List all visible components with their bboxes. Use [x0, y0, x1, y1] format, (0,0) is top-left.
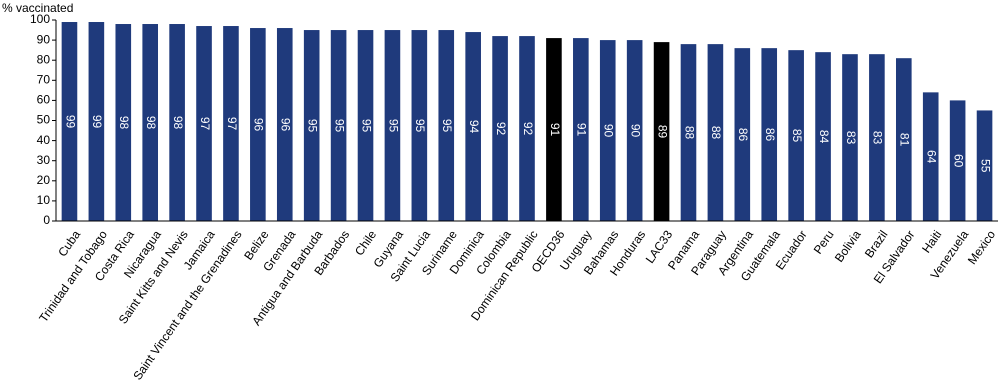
value-label: 86	[763, 128, 777, 142]
bar	[869, 54, 885, 221]
value-label: 83	[844, 131, 858, 145]
bar	[411, 30, 428, 221]
bar	[707, 44, 724, 222]
bar	[276, 28, 293, 221]
value-label: 92	[521, 122, 535, 136]
value-label: 99	[63, 115, 77, 129]
bar	[519, 36, 535, 221]
value-label: 91	[575, 123, 589, 137]
bar	[88, 22, 105, 222]
value-label: 85	[790, 129, 804, 143]
value-label: 91	[548, 123, 562, 137]
value-label: 89	[655, 125, 669, 139]
value-label: 86	[736, 128, 750, 142]
value-label: 97	[198, 117, 212, 131]
bar	[223, 26, 239, 222]
y-tick-label: 30	[37, 153, 51, 167]
x-tick-label: Bolivia	[832, 227, 864, 264]
value-label: 94	[467, 120, 481, 134]
value-label: 95	[332, 119, 346, 133]
bar	[250, 28, 266, 221]
y-axis-label: % vaccinated	[2, 1, 73, 15]
y-tick-label: 60	[37, 93, 51, 107]
bar	[761, 48, 778, 221]
bar	[922, 92, 939, 221]
bar	[142, 24, 159, 221]
value-label: 98	[117, 116, 131, 130]
bar	[788, 50, 804, 222]
y-tick-label: 40	[37, 133, 51, 147]
value-label: 64	[925, 150, 939, 164]
value-label: 55	[978, 159, 992, 173]
value-label: 88	[709, 126, 723, 140]
value-label: 81	[898, 133, 912, 147]
bar	[599, 40, 616, 221]
value-label: 92	[494, 122, 508, 136]
bar	[303, 30, 320, 221]
bar	[734, 48, 751, 221]
y-tick-label: 70	[37, 72, 51, 86]
value-label: 60	[951, 154, 965, 168]
bar	[680, 44, 697, 222]
y-tick-label: 90	[37, 32, 51, 46]
value-label: 90	[628, 124, 642, 138]
bar	[384, 30, 401, 221]
bar	[330, 30, 347, 221]
bar	[573, 38, 589, 222]
x-tick-label: Peru	[811, 228, 837, 257]
bar	[196, 26, 212, 222]
value-label: 98	[144, 116, 158, 130]
bar	[895, 58, 912, 221]
value-label: 95	[359, 119, 373, 133]
value-label: 95	[306, 119, 320, 133]
value-label: 84	[817, 130, 831, 144]
bar	[815, 52, 831, 221]
x-tick-label: Chile	[352, 227, 379, 258]
value-label: 90	[602, 124, 616, 138]
value-label: 96	[279, 118, 293, 132]
y-tick-label: 0	[43, 213, 50, 227]
value-label: 96	[252, 118, 266, 132]
bar	[169, 24, 185, 221]
value-label: 95	[413, 119, 427, 133]
value-label: 99	[90, 115, 104, 129]
y-tick-label: 100	[30, 12, 50, 26]
bar	[653, 42, 670, 221]
value-label: 97	[225, 117, 239, 131]
value-label: 88	[682, 126, 696, 140]
y-tick-label: 20	[37, 173, 51, 187]
bar	[115, 24, 132, 221]
bar	[357, 30, 374, 221]
bar	[438, 30, 455, 221]
bar	[949, 100, 966, 221]
value-label: 98	[171, 116, 185, 130]
x-tick-label: Mexico	[965, 227, 998, 266]
y-tick-label: 50	[37, 113, 51, 127]
bar	[492, 36, 508, 221]
bar	[842, 54, 858, 221]
y-tick-label: 80	[37, 52, 51, 66]
y-tick-label: 10	[37, 193, 51, 207]
bar	[465, 32, 481, 222]
bar	[546, 38, 562, 222]
value-label: 83	[871, 131, 885, 145]
bar	[61, 22, 78, 222]
value-label: 95	[440, 119, 454, 133]
bar	[626, 40, 643, 221]
bar	[976, 110, 993, 221]
value-label: 95	[386, 119, 400, 133]
x-tick-label: Haiti	[919, 228, 944, 256]
